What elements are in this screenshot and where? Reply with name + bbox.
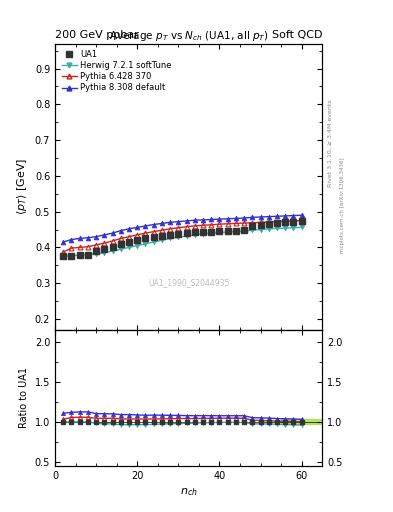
Y-axis label: $\langle p_T \rangle$ [GeV]: $\langle p_T \rangle$ [GeV] [15, 158, 29, 215]
Text: 200 GeV ppbar: 200 GeV ppbar [55, 30, 139, 40]
Text: Soft QCD: Soft QCD [272, 30, 322, 40]
Text: mcplots.cern.ch [arXiv:1306.3436]: mcplots.cern.ch [arXiv:1306.3436] [340, 157, 345, 252]
Text: Rivet 3.1.10, ≥ 3.4M events: Rivet 3.1.10, ≥ 3.4M events [328, 99, 333, 187]
X-axis label: $n_{ch}$: $n_{ch}$ [180, 486, 198, 498]
Text: UA1_1990_S2044935: UA1_1990_S2044935 [148, 278, 230, 287]
Legend: UA1, Herwig 7.2.1 softTune, Pythia 6.428 370, Pythia 8.308 default: UA1, Herwig 7.2.1 softTune, Pythia 6.428… [59, 48, 174, 95]
Title: Average $p_T$ vs $N_{ch}$ (UA1, all $p_T$): Average $p_T$ vs $N_{ch}$ (UA1, all $p_T… [109, 29, 268, 44]
Y-axis label: Ratio to UA1: Ratio to UA1 [19, 367, 29, 429]
